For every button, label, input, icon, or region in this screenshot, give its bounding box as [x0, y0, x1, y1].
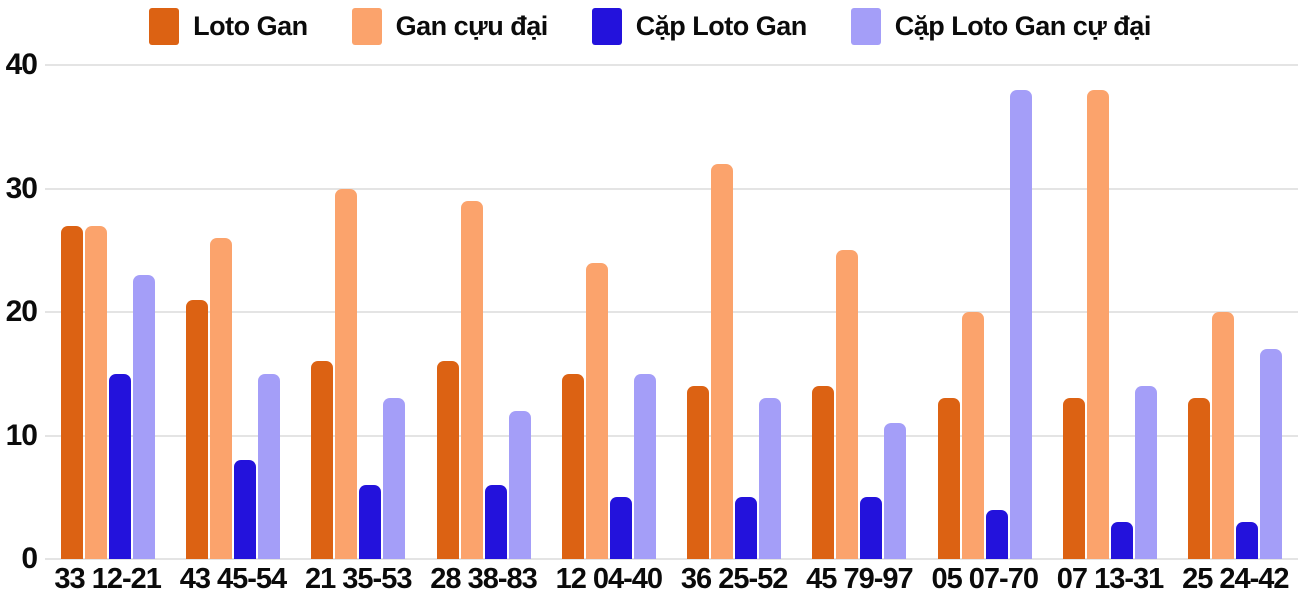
bar-series1-group6 — [836, 250, 859, 559]
legend-swatch-icon — [149, 8, 180, 45]
x-tick-label-6: 45 79-97 — [806, 563, 914, 595]
bar-series2-group8 — [1111, 521, 1134, 559]
bar-series2-group4 — [609, 497, 632, 559]
legend-label: Cặp Loto Gan — [635, 11, 808, 41]
y-axis-labels: 0 10 20 30 40 — [0, 48, 38, 575]
x-axis-labels: 33 12-21 43 45-54 21 35-53 28 38-83 12 04-40… — [45, 559, 1298, 596]
bar-series1-group2 — [335, 188, 358, 559]
legend-label: Gan cựu đại — [395, 11, 549, 41]
bar-series0-group2 — [311, 361, 334, 559]
y-tick-label: 30 — [5, 171, 38, 205]
legend-label: Cặp Loto Gan cự đại — [894, 11, 1152, 41]
y-tick-label: 40 — [5, 48, 38, 81]
legend-swatch-icon — [850, 8, 881, 45]
bar-series2-group5 — [735, 497, 758, 559]
bar-series1-group0 — [84, 225, 107, 559]
bar-series2-group0 — [108, 373, 131, 559]
x-tick-label-4: 12 04-40 — [555, 563, 664, 595]
bar-series0-group9 — [1188, 398, 1211, 559]
bar-groups — [45, 65, 1298, 559]
bar-series1-group8 — [1087, 89, 1110, 559]
gridline-10 — [45, 434, 1298, 437]
bar-series0-group5 — [687, 386, 710, 559]
legend-item-2: Cặp Loto Gan — [591, 8, 808, 45]
bar-group-7 — [922, 65, 1047, 559]
bar-series2-group9 — [1236, 521, 1259, 559]
bar-series0-group7 — [937, 398, 960, 559]
bar-group-5 — [671, 65, 796, 559]
chart-legend: Loto Gan Gan cựu đại Cặp Loto Gan Cặp Loto … — [0, 8, 1300, 45]
bar-series3-group5 — [759, 398, 782, 559]
plot-area — [45, 64, 1298, 560]
bar-series1-group9 — [1212, 312, 1235, 559]
x-tick-label-1: 43 45-54 — [179, 563, 288, 595]
bar-series3-group7 — [1009, 89, 1032, 559]
bar-series3-group0 — [132, 274, 155, 559]
gridline-20 — [45, 311, 1298, 313]
legend-swatch-icon — [591, 8, 622, 45]
bar-series3-group6 — [884, 423, 907, 559]
x-tick-label-7: 05 07-70 — [931, 563, 1039, 595]
x-tick-label-3: 28 38-83 — [430, 563, 538, 595]
bar-series1-group5 — [711, 163, 734, 559]
bar-series3-group8 — [1135, 386, 1158, 559]
bar-series3-group9 — [1260, 349, 1283, 559]
bar-group-0 — [45, 65, 170, 559]
legend-item-0: Loto Gan — [149, 8, 308, 45]
bar-series0-group0 — [60, 225, 83, 559]
bar-group-9 — [1173, 65, 1298, 559]
bar-series3-group3 — [508, 410, 531, 559]
bar-series1-group1 — [209, 237, 232, 559]
bar-series3-group1 — [257, 373, 280, 559]
bar-series0-group6 — [812, 386, 835, 559]
x-tick-label-2: 21 35-53 — [304, 563, 413, 595]
bar-group-6 — [797, 65, 922, 559]
gridline-40 — [45, 64, 1298, 66]
y-tick-label: 20 — [5, 295, 38, 328]
bar-series2-group2 — [359, 484, 382, 559]
y-tick-label: 10 — [5, 418, 38, 452]
bar-group-2 — [296, 65, 421, 559]
bar-series0-group3 — [436, 361, 459, 559]
bar-group-8 — [1047, 65, 1172, 559]
bar-group-3 — [421, 65, 546, 559]
x-tick-label-5: 36 25-52 — [680, 563, 789, 595]
bar-series0-group4 — [561, 373, 584, 559]
legend-item-3: Cặp Loto Gan cự đại — [850, 8, 1152, 45]
bar-series2-group7 — [985, 509, 1008, 559]
x-tick-label-8: 07 13-31 — [1056, 563, 1165, 595]
gridline-0 — [45, 558, 1298, 560]
bar-series2-group3 — [484, 484, 507, 559]
bar-group-4 — [546, 65, 671, 559]
bar-series1-group3 — [460, 200, 483, 559]
bar-series0-group1 — [185, 299, 208, 559]
bar-series2-group1 — [233, 460, 256, 559]
bar-series2-group6 — [860, 497, 883, 559]
bar-series3-group4 — [633, 373, 656, 559]
gridline-30 — [45, 187, 1298, 190]
x-tick-label-9: 25 24-42 — [1182, 563, 1290, 595]
legend-label: Loto Gan — [193, 11, 308, 41]
bar-series0-group8 — [1063, 398, 1086, 559]
bar-series1-group7 — [961, 312, 984, 559]
legend-swatch-icon — [351, 8, 382, 45]
y-tick-label: 0 — [21, 542, 38, 575]
bar-series3-group2 — [383, 398, 406, 559]
bar-series1-group4 — [585, 262, 608, 559]
bar-group-1 — [170, 65, 295, 559]
x-tick-label-0: 33 12-21 — [54, 563, 162, 595]
legend-item-1: Gan cựu đại — [351, 8, 549, 45]
